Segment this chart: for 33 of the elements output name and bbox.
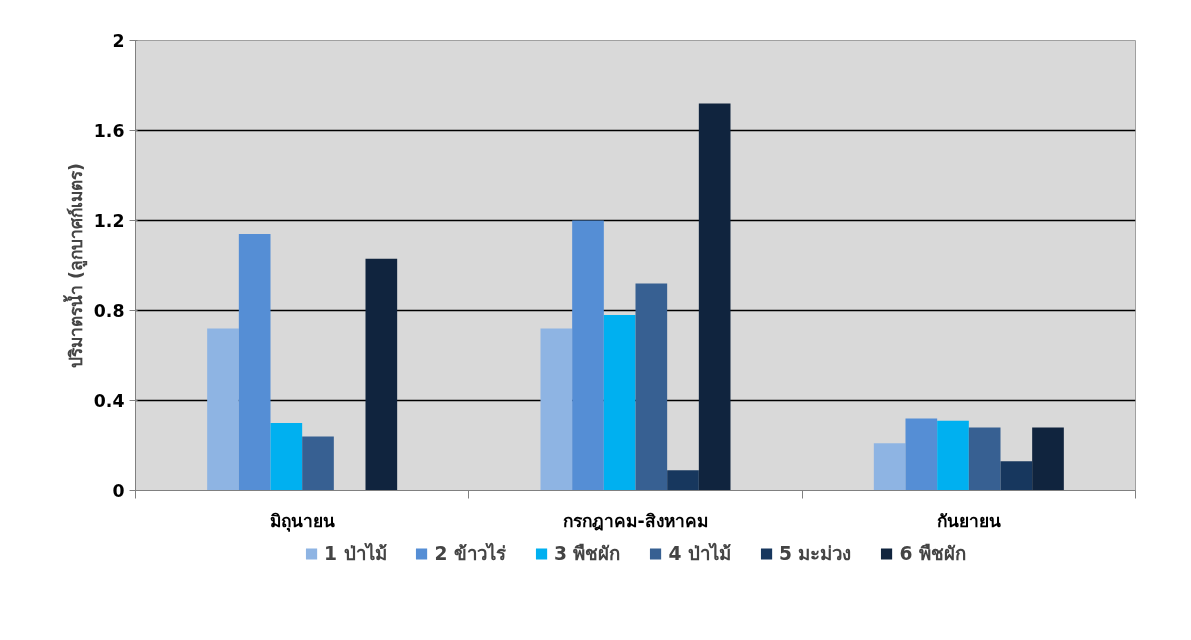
bar [698, 103, 731, 491]
bar [603, 315, 636, 491]
bar [968, 427, 1001, 491]
x-tick-label: กรกฎาคม-สิงหาคม [563, 510, 708, 531]
y-axis-title: ปริมาตรน้ำ (ลูกบาศก์เมตร) [62, 163, 88, 368]
bar [1032, 427, 1064, 491]
bar [207, 328, 239, 491]
legend-label: 6 พืชผัก [899, 541, 966, 566]
bar [365, 258, 398, 491]
bar [572, 220, 604, 491]
legend-label: 1 ป่าไม้ [324, 541, 387, 566]
bar [270, 423, 303, 491]
bar [1000, 461, 1033, 491]
x-tick-label: กันยายน [936, 510, 1001, 531]
y-tick-label: 1.6 [93, 121, 125, 141]
y-tick-label: 2 [112, 31, 125, 51]
legend-label: 2 ข้าวไร่ [434, 541, 507, 566]
legend-label: 4 ป่าไม้ [668, 541, 731, 566]
legend-label: 3 พืชผัก [554, 541, 621, 566]
y-tick-label: 0.4 [93, 391, 125, 411]
bar [238, 234, 271, 491]
bar [905, 418, 938, 491]
y-tick-label: 1.2 [93, 211, 125, 231]
bar [667, 470, 699, 491]
bar [635, 283, 668, 491]
bar [873, 443, 906, 491]
y-tick-label: 0.8 [93, 301, 125, 321]
bar [937, 420, 969, 491]
x-tick-label: มิถุนายน [269, 510, 335, 532]
legend-label: 5 มะม่วง [778, 541, 852, 566]
bar [302, 436, 334, 491]
bar [540, 328, 573, 491]
y-tick-label: 0 [112, 481, 125, 501]
